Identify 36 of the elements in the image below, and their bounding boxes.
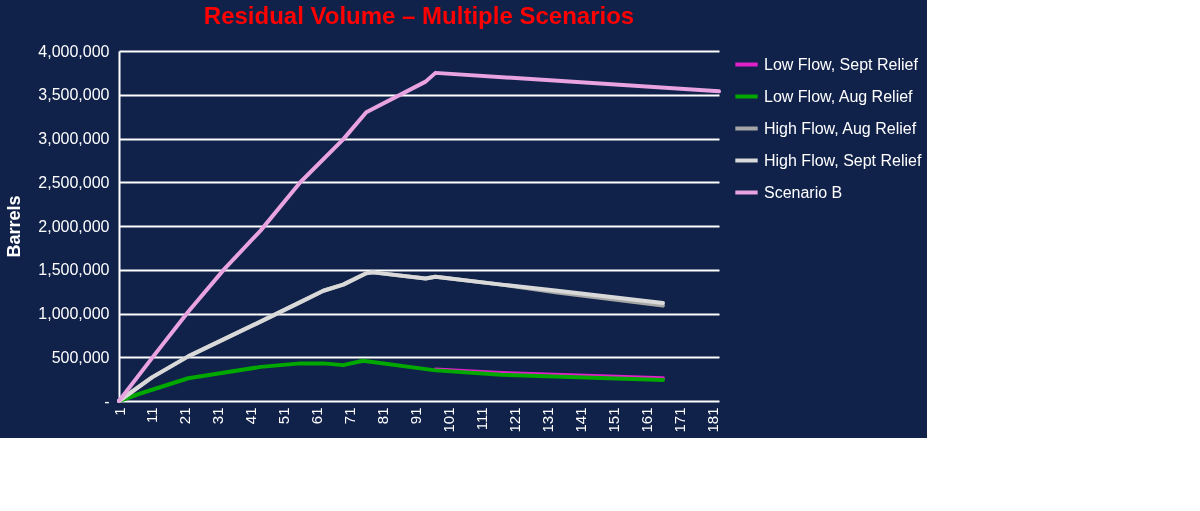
x-tick-label: 151 [605, 407, 623, 433]
x-tick-label: 181 [703, 407, 721, 433]
x-tick-label: 101 [440, 407, 458, 433]
y-tick-label: 1,000,000 [38, 305, 110, 322]
x-tick-label: 11 [143, 407, 161, 424]
line-series [117, 358, 665, 403]
x-tick-label: 21 [176, 407, 194, 425]
x-tick-label: 121 [506, 407, 524, 433]
x-tick-label: 91 [407, 407, 425, 425]
y-tick-label: 500,000 [51, 348, 110, 366]
legend-label: Scenario B [764, 183, 843, 201]
x-tick-label: 31 [209, 407, 227, 425]
y-tick-label: 3,000,000 [38, 130, 110, 147]
x-tick-label: 141 [572, 407, 590, 433]
x-tick-label: 61 [308, 407, 326, 425]
x-tick-label: 51 [275, 407, 293, 425]
y-tick-label: 2,500,000 [38, 173, 110, 191]
y-tick-label: - [104, 392, 110, 410]
y-tick-label: 4,000,000 [38, 42, 110, 60]
y-tick-label: 1,500,000 [38, 261, 110, 279]
legend-label: Low Flow, Sept Relief [764, 55, 919, 73]
legend-label: High Flow, Aug Relief [764, 119, 917, 137]
y-tick-label: 2,000,000 [38, 217, 110, 235]
x-tick-label: 81 [374, 407, 392, 425]
x-tick-label: 41 [242, 407, 260, 425]
x-tick-label: 161 [637, 407, 655, 433]
x-tick-label: 71 [341, 407, 359, 425]
x-tick-label: 131 [539, 407, 557, 433]
y-tick-label: 3,500,000 [38, 86, 110, 104]
x-tick-label: 171 [670, 407, 688, 433]
y-axis-title: Barrels [4, 195, 25, 258]
x-tick-label: 111 [473, 407, 491, 431]
legend-label: Low Flow, Aug Relief [764, 87, 914, 105]
chart-title: Residual Volume – Multiple Scenarios [203, 2, 635, 29]
x-tick-label: 1 [110, 407, 128, 416]
legend-label: High Flow, Sept Relief [764, 151, 922, 169]
